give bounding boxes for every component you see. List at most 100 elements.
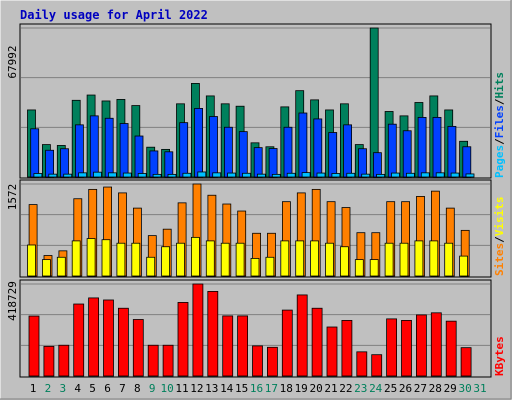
x-label-day-9: 9 (149, 382, 156, 395)
bar-files-day-17 (268, 148, 278, 178)
x-label-day-24: 24 (369, 382, 383, 395)
bar-sites-day-21 (325, 242, 334, 277)
x-label-day-11: 11 (175, 382, 188, 395)
bar-files-day-29 (447, 125, 457, 178)
bar-kbytes-day-14 (222, 315, 234, 377)
bar-sites-day-25 (384, 242, 394, 277)
bar-sites-day-20 (310, 240, 320, 277)
bar-files-day-15 (238, 131, 248, 178)
bar-pages-day-1 (33, 173, 43, 178)
bar-files-day-27 (417, 116, 427, 178)
bar-files-day-4 (75, 124, 84, 178)
bar-sites-day-19 (295, 240, 305, 277)
bar-pages-day-4 (78, 172, 87, 178)
bar-sites-day-3 (56, 256, 66, 277)
bar-kbytes-day-19 (296, 294, 308, 377)
bar-kbytes-day-6 (103, 299, 114, 377)
x-label-day-20: 20 (309, 382, 322, 395)
x-label-day-15: 15 (235, 382, 248, 395)
bar-pages-day-6 (108, 172, 117, 178)
x-label-day-2: 2 (45, 382, 52, 395)
bar-sites-day-8 (131, 242, 141, 277)
x-label-day-13: 13 (205, 382, 218, 395)
bar-kbytes-day-28 (430, 312, 442, 377)
bar-sites-day-12 (190, 236, 200, 277)
bar-pages-day-2 (48, 173, 58, 178)
bar-kbytes-day-25 (386, 318, 398, 377)
bar-files-day-26 (402, 130, 412, 178)
bar-files-day-19 (298, 112, 308, 178)
bar-sites-day-4 (71, 240, 81, 277)
bar-kbytes-day-2 (43, 345, 55, 377)
bar-pages-day-18 (286, 172, 296, 178)
bar-kbytes-day-8 (132, 319, 144, 377)
x-label-day-18: 18 (280, 382, 293, 395)
bar-sites-day-16 (250, 258, 260, 277)
bar-files-day-30 (462, 146, 472, 178)
bar-sites-day-26 (399, 242, 409, 277)
bar-sites-day-27 (414, 240, 424, 277)
bar-sites-day-11 (176, 242, 185, 277)
bar-sites-day-18 (280, 240, 290, 277)
bar-files-day-24 (372, 152, 382, 178)
bar-sites-day-10 (161, 246, 171, 277)
bar-kbytes-day-18 (281, 309, 293, 377)
bar-pages-day-15 (242, 172, 251, 178)
bar-pages-day-29 (450, 172, 460, 178)
bar-files-day-23 (358, 148, 367, 178)
x-label-day-19: 19 (295, 382, 308, 395)
x-label-day-21: 21 (324, 382, 337, 395)
x-label-day-30: 30 (458, 382, 471, 395)
bar-sites-day-14 (220, 242, 230, 277)
legend-pages: Pages (493, 145, 506, 178)
bar-files-day-22 (343, 124, 353, 178)
x-label-day-8: 8 (134, 382, 141, 395)
bar-pages-day-11 (182, 172, 192, 178)
x-label-day-23: 23 (354, 382, 367, 395)
bar-pages-day-23 (361, 173, 371, 178)
bar-sites-day-15 (235, 242, 245, 277)
bar-kbytes-day-11 (177, 302, 189, 377)
bar-files-day-18 (283, 126, 293, 178)
x-label-day-1: 1 (30, 382, 37, 395)
bar-kbytes-day-17 (266, 346, 278, 377)
bar-pages-day-19 (301, 172, 311, 178)
bar-kbytes-day-30 (460, 347, 472, 377)
ymax-label-kbytes: 418729 (6, 281, 19, 321)
bar-pages-day-12 (197, 171, 207, 178)
x-label-day-6: 6 (104, 382, 111, 395)
bar-kbytes-day-24 (371, 354, 383, 377)
ymax-label-hits: 67992 (6, 45, 19, 78)
x-label-day-7: 7 (119, 382, 126, 395)
bar-pages-day-27 (420, 172, 430, 178)
gridlines (21, 27, 490, 346)
bar-pages-day-17 (271, 173, 281, 178)
bar-files-day-13 (209, 116, 218, 178)
bar-files-day-8 (134, 135, 144, 178)
bar-pages-day-7 (122, 172, 132, 178)
x-label-day-28: 28 (429, 382, 442, 395)
legend-visits: Visits (493, 197, 506, 237)
bar-pages-day-28 (435, 172, 445, 178)
bar-files-day-25 (387, 123, 397, 178)
ymax-label-visits: 1572 (6, 184, 19, 211)
bar-pages-day-24 (376, 173, 386, 178)
bar-files-day-2 (45, 149, 54, 178)
x-label-day-25: 25 (384, 382, 397, 395)
bar-files-day-3 (60, 148, 69, 178)
x-tick-labels: 1 2 3 4 5 6 7 8 9 10 11 12 13 14 15 16 17 18 19 20 21 22 23 24 2… (30, 382, 487, 395)
bar-kbytes-day-21 (326, 326, 338, 377)
bar-files-day-6 (104, 117, 114, 178)
x-label-day-31: 31 (473, 382, 486, 395)
bar-files-day-28 (432, 116, 442, 178)
bar-kbytes-day-13 (207, 291, 219, 377)
bar-kbytes-day-20 (311, 307, 323, 377)
bar-marks (27, 27, 475, 377)
bar-pages-day-14 (227, 172, 237, 178)
bar-pages-day-9 (152, 173, 162, 178)
x-label-day-27: 27 (414, 382, 427, 395)
bar-pages-day-30 (465, 173, 475, 178)
bar-kbytes-day-15 (237, 315, 249, 377)
bar-kbytes-day-12 (192, 283, 204, 377)
bar-files-day-11 (179, 122, 189, 178)
